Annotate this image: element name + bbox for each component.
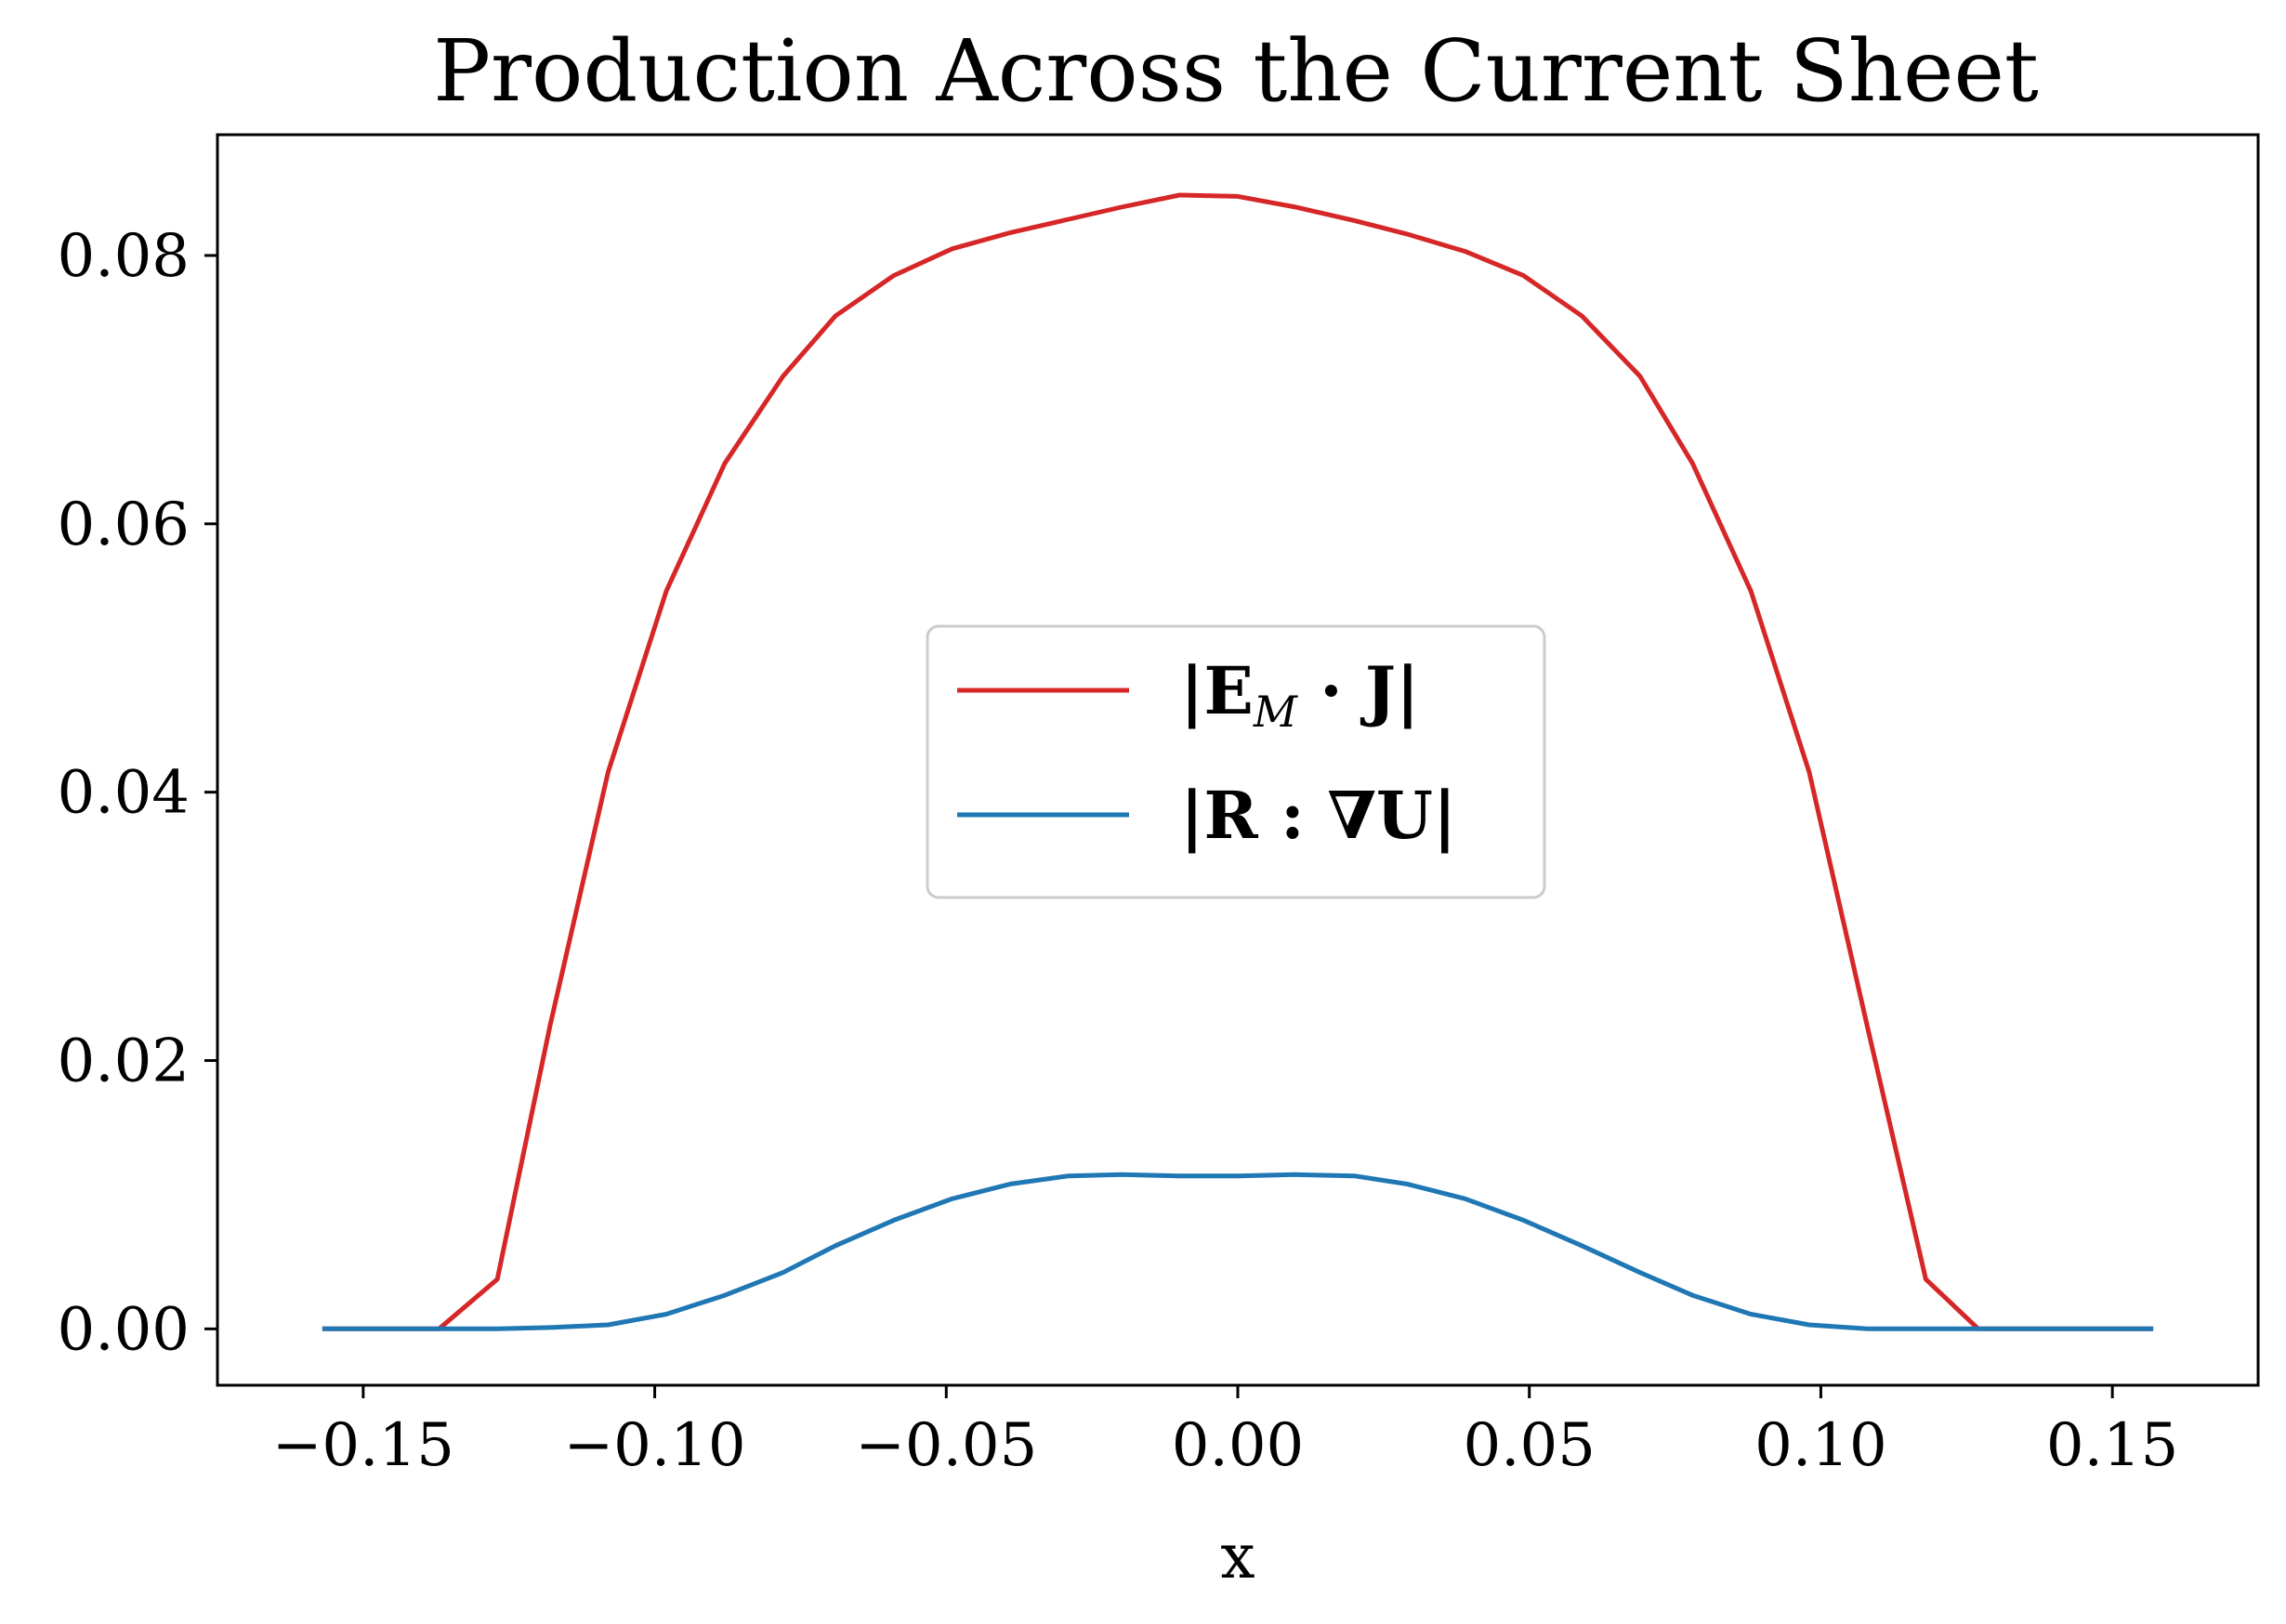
legend-label-red-sub: M xyxy=(1253,687,1299,737)
x-tick-label: −0.15 xyxy=(272,1411,454,1480)
legend-box xyxy=(926,624,1546,899)
legend-label-red: |EM · J| xyxy=(1180,652,1420,737)
legend: |EM · J| |R : ∇U| xyxy=(926,624,1546,899)
legend-label-red-prefix: |E xyxy=(1180,652,1254,729)
y-tick-label: 0.06 xyxy=(58,491,190,559)
y-tick-label: 0.08 xyxy=(58,222,190,291)
y-tick-label: 0.00 xyxy=(58,1295,190,1364)
x-tick-label: 0.00 xyxy=(1172,1411,1305,1480)
x-tick-label: −0.10 xyxy=(564,1411,746,1480)
series-line-em-dot-j xyxy=(322,192,2154,1331)
chart-title: Production Across the Current Sheet xyxy=(433,21,2039,121)
x-tick-label: 0.15 xyxy=(2046,1411,2179,1480)
series-layer xyxy=(322,192,2154,1331)
y-axis: 0.00 0.02 0.04 0.06 0.08 xyxy=(58,222,217,1364)
y-tick-label: 0.04 xyxy=(58,759,190,828)
x-tick-label: 0.10 xyxy=(1754,1411,1887,1480)
x-axis: −0.15 −0.10 −0.05 0.00 0.05 0.10 0.15 xyxy=(272,1385,2179,1480)
series-line-r-grad-u xyxy=(322,1172,2154,1331)
y-tick-label: 0.02 xyxy=(58,1028,190,1096)
x-tick-label: −0.05 xyxy=(855,1411,1037,1480)
legend-label-red-suffix: · J| xyxy=(1297,652,1420,729)
x-tick-label: 0.05 xyxy=(1463,1411,1596,1480)
x-axis-label: x xyxy=(1220,1521,1255,1592)
legend-label-blue: |R : ∇U| xyxy=(1180,777,1456,854)
